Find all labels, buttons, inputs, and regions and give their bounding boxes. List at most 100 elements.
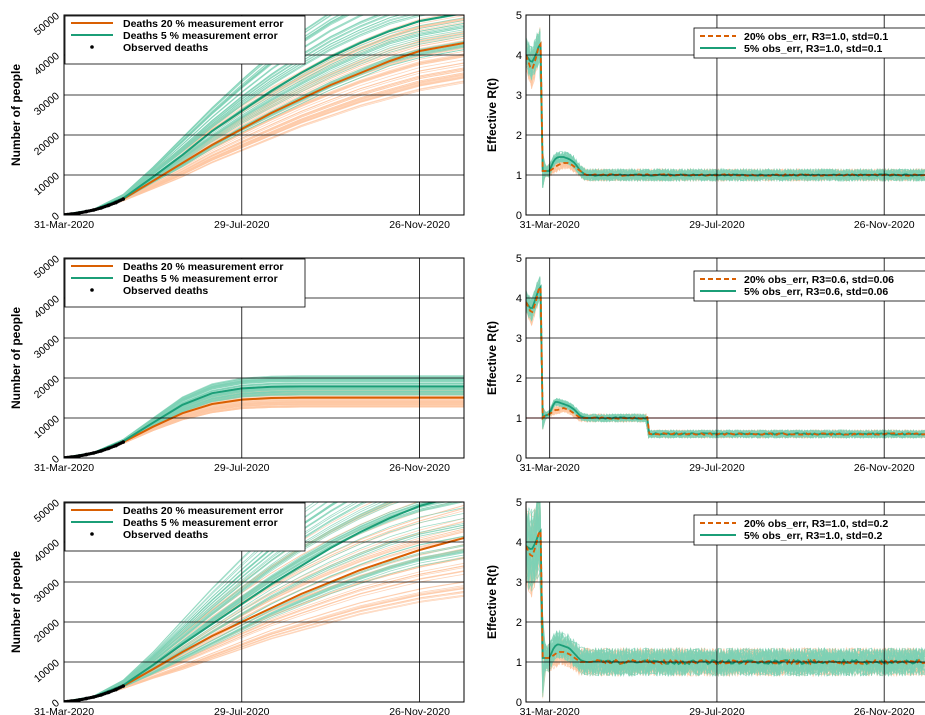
y-tick-label: 1 — [516, 170, 522, 182]
ensemble-line — [526, 41, 925, 183]
y-tick-label: 40000 — [32, 293, 62, 321]
ensemble-line — [64, 405, 464, 458]
series-line-20pct — [526, 41, 925, 177]
ensemble-line — [64, 379, 464, 458]
ensemble-line — [526, 44, 925, 185]
legend-label: 5% obs_err, R3=1.0, std=0.1 — [744, 43, 882, 55]
ensemble-line — [526, 51, 925, 188]
series-line-5pct — [526, 41, 925, 177]
ensemble-line — [526, 38, 925, 183]
ensemble-line — [64, 502, 339, 702]
ensemble-line — [64, 400, 464, 458]
ensemble-line — [64, 15, 345, 215]
ensemble-line — [526, 42, 925, 182]
ensemble-line — [526, 52, 925, 183]
ensemble-line — [64, 15, 388, 215]
x-tick-label: 26-Nov-2020 — [854, 706, 915, 715]
ensemble-line — [64, 406, 464, 458]
ensemble-line — [526, 37, 925, 182]
ensemble-line — [526, 40, 925, 187]
ensemble-line — [64, 544, 464, 702]
ensemble-line — [64, 82, 464, 215]
y-tick-label: 30000 — [32, 577, 62, 605]
plot-frame — [63, 14, 465, 216]
ensemble-line — [526, 40, 925, 182]
ensemble-line — [64, 401, 464, 458]
x-tick-label: 26-Nov-2020 — [854, 462, 915, 474]
x-tick-label: 29-Jul-2020 — [689, 706, 745, 715]
ensemble-line — [64, 403, 464, 458]
y-axis-label: Number of people — [9, 307, 23, 409]
ensemble-line — [64, 45, 464, 215]
ensemble-line — [526, 46, 925, 183]
y-tick-label: 10000 — [32, 170, 62, 198]
ensemble-line — [526, 46, 925, 183]
y-tick-label: 5 — [516, 497, 522, 509]
ensemble-line — [64, 401, 464, 458]
ensemble-line — [526, 46, 925, 188]
ensemble-line — [64, 502, 336, 702]
ensemble-line — [526, 41, 925, 183]
ensemble-line — [526, 51, 925, 184]
ensemble-line — [526, 40, 925, 183]
ensemble-line — [64, 399, 464, 458]
y-tick-label: 0 — [516, 210, 522, 222]
ensemble-line — [526, 46, 925, 183]
x-tick-label: 29-Jul-2020 — [214, 462, 270, 474]
ensemble-line — [526, 40, 925, 182]
ensemble-line — [64, 595, 464, 702]
x-tick-label: 26-Nov-2020 — [854, 219, 915, 231]
ensemble-line — [526, 37, 925, 182]
x-tick-label: 31-Mar-2020 — [34, 706, 94, 715]
legend-label: Observed deaths — [123, 42, 208, 54]
x-tick-label: 26-Nov-2020 — [389, 462, 450, 474]
ensemble-line — [64, 502, 429, 702]
ensemble-line — [526, 50, 925, 185]
y-axis-label: Number of people — [9, 64, 23, 166]
panel-rt-2: 0 1 2 3 4 5 31-Mar-2020 29-Jul-2020 26-Nov-2020 E… — [485, 253, 925, 474]
legend-label: Deaths 20 % measurement error — [123, 505, 284, 517]
y-tick-label: 1 — [516, 413, 522, 425]
ensemble-line — [526, 44, 925, 182]
ensemble-line — [64, 502, 346, 702]
ensemble-line — [64, 401, 464, 458]
ensemble-line — [526, 40, 925, 188]
y-axis-label: Effective R(t) — [485, 321, 499, 395]
ensemble-line — [64, 399, 464, 458]
x-tick-label: 29-Jul-2020 — [689, 219, 745, 231]
legend-label: 5% obs_err, R3=0.6, std=0.06 — [744, 286, 888, 298]
ensemble-line — [64, 400, 464, 458]
y-tick-label: 2 — [516, 617, 522, 629]
ensemble-line — [526, 38, 925, 183]
ensemble-line — [64, 45, 464, 215]
ensemble-line — [526, 50, 925, 183]
series-line-5pct — [526, 528, 925, 666]
y-tick-label: 0 — [516, 453, 522, 465]
ensemble-line — [526, 50, 925, 183]
plot-frame — [63, 501, 465, 703]
ensemble-line — [526, 50, 925, 182]
ensemble-line — [64, 502, 369, 702]
y-tick-label: 50000 — [32, 253, 62, 281]
ensemble-line — [64, 406, 464, 458]
plot-frame — [525, 14, 925, 216]
y-tick-label: 5 — [516, 10, 522, 22]
ensemble-line — [526, 36, 925, 182]
legend-swatch-dot — [90, 532, 94, 536]
ensemble-line — [526, 50, 925, 183]
ensemble-line — [64, 543, 464, 702]
y-tick-label: 30000 — [32, 90, 62, 118]
x-tick-label: 31-Mar-2020 — [34, 462, 94, 474]
x-tick-label: 31-Mar-2020 — [520, 462, 580, 474]
series-line-5pct — [526, 284, 925, 436]
legend-box — [693, 270, 925, 302]
plot-area — [64, 15, 464, 215]
ensemble-line — [64, 37, 464, 215]
y-tick-label: 4 — [516, 293, 522, 305]
ensemble-line — [526, 44, 925, 183]
legend-label: 20% obs_err, R3=0.6, std=0.06 — [744, 274, 894, 286]
legend-label: 20% obs_err, R3=1.0, std=0.2 — [744, 518, 888, 530]
legend-label: 5% obs_err, R3=1.0, std=0.2 — [744, 530, 882, 542]
ensemble-line — [526, 38, 925, 183]
